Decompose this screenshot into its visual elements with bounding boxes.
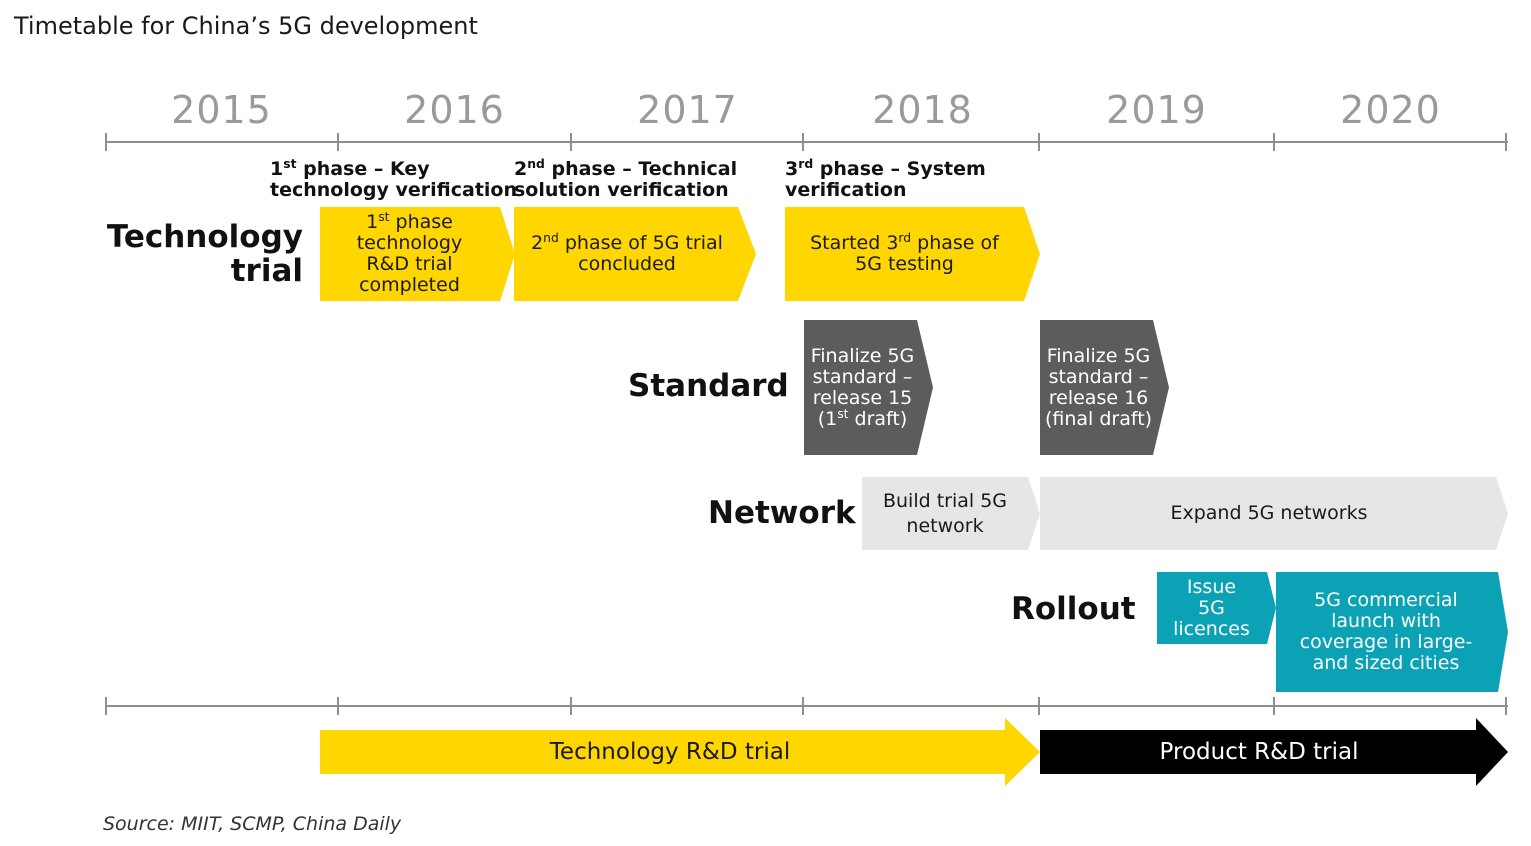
- network-box-build-trial: Build trial 5G network: [862, 477, 1040, 550]
- rollout-box-commercial-launch: 5G commercial launch with coverage in la…: [1276, 572, 1508, 692]
- bottom-axis-tick: [1038, 697, 1040, 715]
- tech-trial-box-1: 1st phase technology R&D trial completed: [320, 207, 515, 301]
- row-label-rollout: Rollout: [1011, 591, 1136, 627]
- phase-heading-3: 3rd phase – System verification: [785, 157, 986, 201]
- phase-heading-1: 1st phase – Key technology verification: [270, 157, 517, 201]
- product-rd-trial-arrow: Product R&D trial: [1040, 718, 1508, 786]
- tech-trial-box-2: 2nd phase of 5G trial concluded: [514, 207, 756, 301]
- top-axis-tick: [337, 133, 339, 151]
- bottom-axis-tick: [1273, 697, 1275, 715]
- row-label-technology-trial: Technology trial: [106, 219, 303, 289]
- top-axis-tick: [802, 133, 804, 151]
- tech-trial-box-3: Started 3rd phase of 5G testing: [785, 207, 1040, 301]
- source-note: Source: MIIT, SCMP, China Daily: [103, 813, 402, 835]
- phase-heading-2: 2nd phase – Technical solution verificat…: [514, 157, 738, 201]
- year-label-2017: 2017: [637, 88, 738, 132]
- standard-box-release-15: Finalize 5G standard – release 15 (1st d…: [804, 320, 933, 455]
- top-axis-tick: [105, 133, 107, 151]
- top-axis-line: [105, 141, 1508, 143]
- row-label-network: Network: [708, 495, 856, 531]
- bottom-axis-tick: [105, 697, 107, 715]
- top-axis-tick: [1273, 133, 1275, 151]
- year-label-2020: 2020: [1340, 88, 1441, 132]
- network-box-expand: Expand 5G networks: [1040, 477, 1508, 550]
- year-label-2015: 2015: [171, 88, 272, 132]
- top-axis-tick: [570, 133, 572, 151]
- technology-rd-trial-arrow: Technology R&D trial: [320, 718, 1040, 786]
- year-label-2019: 2019: [1106, 88, 1207, 132]
- chart-title: Timetable for China’s 5G development: [14, 12, 478, 40]
- bottom-axis-tick: [1505, 697, 1507, 715]
- bottom-axis-tick: [570, 697, 572, 715]
- top-axis-tick: [1038, 133, 1040, 151]
- year-label-2016: 2016: [404, 88, 505, 132]
- year-label-2018: 2018: [872, 88, 973, 132]
- top-axis-tick: [1505, 133, 1507, 151]
- rollout-box-issue-licences: Issue 5G licences: [1157, 572, 1276, 644]
- bottom-axis-line: [105, 705, 1508, 707]
- row-label-standard: Standard: [628, 368, 789, 404]
- bottom-axis-tick: [337, 697, 339, 715]
- bottom-axis-tick: [802, 697, 804, 715]
- standard-box-release-16: Finalize 5G standard – release 16 (final…: [1040, 320, 1169, 455]
